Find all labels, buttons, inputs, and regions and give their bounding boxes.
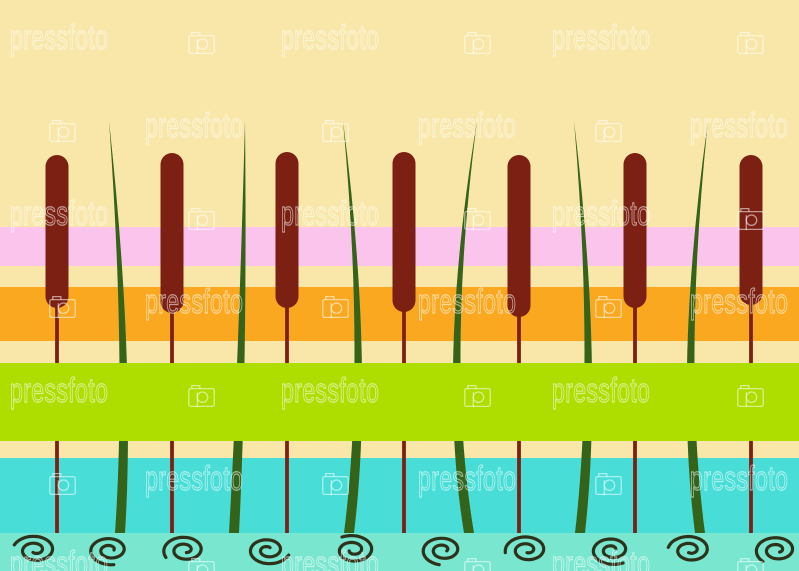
water-spiral	[12, 534, 55, 562]
cattail-head	[392, 152, 416, 312]
water-spiral	[337, 533, 374, 563]
watermark-text: pressfoto	[145, 283, 244, 321]
watermark-text: pressfoto	[418, 283, 517, 321]
cattail-head	[45, 155, 69, 308]
watermark-text: pressfoto	[552, 545, 651, 571]
watermark-camera-logo-icon	[737, 30, 764, 60]
watermark-camera-logo-icon	[49, 294, 76, 324]
watermark-text: pressfoto	[145, 107, 244, 145]
watermark-text: pressfoto	[10, 372, 109, 410]
watermark-camera-logo-icon	[737, 556, 764, 571]
watermark-camera-logo-icon	[464, 383, 491, 413]
watermark-text: pressfoto	[418, 107, 517, 145]
water-spiral	[754, 536, 795, 564]
watermark-text: pressfoto	[281, 195, 380, 233]
cattail-head	[507, 155, 531, 317]
watermark-text: pressfoto	[690, 283, 789, 321]
water-spiral	[89, 536, 126, 567]
water-spiral	[421, 536, 460, 567]
watermark-text: pressfoto	[281, 545, 380, 571]
water-spiral	[248, 538, 291, 566]
watermark-text: pressfoto	[690, 107, 789, 145]
watermark-camera-logo-icon	[49, 471, 76, 501]
watermark-text: pressfoto	[145, 460, 244, 498]
stripe-cyan	[0, 458, 799, 533]
watermark-text: pressfoto	[281, 19, 380, 57]
watermark-camera-logo-icon	[464, 206, 491, 236]
water-spiral	[503, 535, 546, 562]
watermark-camera-logo-icon	[322, 471, 349, 501]
watermark-camera-logo-icon	[322, 294, 349, 324]
watermark-text: pressfoto	[10, 195, 109, 233]
watermark-camera-logo-icon	[49, 118, 76, 148]
cattail-head	[160, 153, 184, 313]
watermark-camera-logo-icon	[322, 118, 349, 148]
watermark-camera-logo-icon	[595, 471, 622, 501]
watermark-camera-logo-icon	[188, 30, 215, 60]
watermark-text: pressfoto	[418, 460, 517, 498]
watermark-camera-logo-icon	[188, 206, 215, 236]
watermark-text: pressfoto	[10, 545, 109, 571]
stripe-shallow-water	[0, 533, 799, 571]
watermark-text: pressfoto	[10, 19, 109, 57]
watermark-text: pressfoto	[690, 460, 789, 498]
watermark-camera-logo-icon	[464, 556, 491, 571]
watermark-camera-logo-icon	[595, 118, 622, 148]
watermark-camera-logo-icon	[464, 30, 491, 60]
cattail-head	[623, 153, 647, 308]
watermark-camera-logo-icon	[737, 206, 764, 236]
watermark-camera-logo-icon	[188, 383, 215, 413]
watermark-camera-logo-icon	[595, 294, 622, 324]
watermark-camera-logo-icon	[188, 556, 215, 571]
watermark-text: pressfoto	[281, 372, 380, 410]
stripe-lime	[0, 363, 799, 441]
watermark-camera-logo-icon	[737, 383, 764, 413]
watermark-text: pressfoto	[552, 19, 651, 57]
cattail-head	[275, 152, 299, 308]
water-spiral	[162, 535, 203, 561]
watermark-text: pressfoto	[552, 195, 651, 233]
water-spiral	[591, 537, 628, 567]
watermark-text: pressfoto	[552, 372, 651, 410]
water-spiral	[666, 534, 709, 562]
